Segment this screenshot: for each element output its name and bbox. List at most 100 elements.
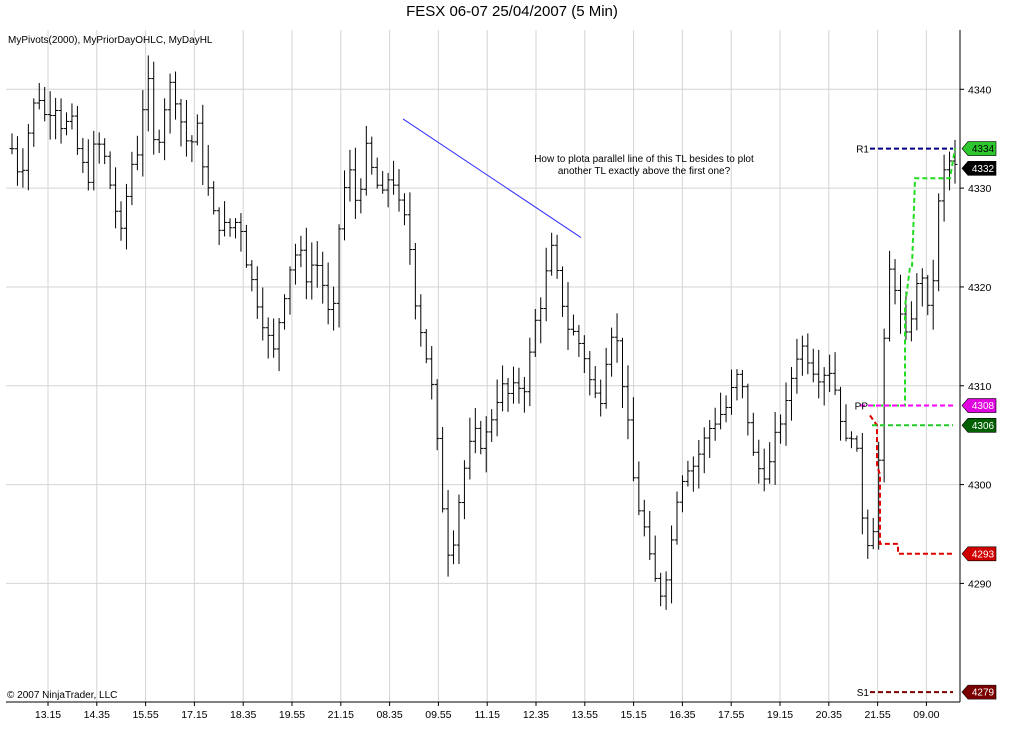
ohlc-bar	[380, 171, 386, 194]
x-tick-label: 14.35	[84, 709, 110, 721]
ohlc-bar	[243, 224, 249, 268]
ohlc-bar	[701, 427, 707, 474]
ohlc-bar	[183, 99, 189, 157]
ohlc-bar	[598, 379, 604, 417]
ohlc-bar	[331, 286, 337, 331]
ohlc-bar	[549, 232, 555, 276]
ohlc-bar	[167, 73, 173, 134]
ohlc-bar	[80, 137, 86, 173]
ohlc-bar	[952, 139, 958, 184]
ohlc-bar	[941, 154, 947, 222]
ohlc-bar	[576, 325, 582, 357]
ohlc-bar	[827, 354, 833, 393]
svg-text:4332: 4332	[972, 164, 995, 175]
ohlc-bar	[314, 241, 320, 288]
ohlc-bar	[123, 183, 129, 250]
ohlc-bar	[930, 259, 936, 330]
ohlc-bar	[478, 420, 484, 455]
ohlc-bar	[456, 494, 462, 564]
ohlc-bar	[854, 435, 860, 452]
y-tick-label: 4320	[968, 282, 992, 294]
price-axis: 4290 4300 4310 4320 4330 4340	[960, 84, 992, 590]
annotation-line-2: another TL exactly above the first one?	[558, 166, 731, 177]
ohlc-bar	[31, 98, 37, 147]
ohlc-bar	[914, 273, 920, 331]
ohlc-bar	[325, 262, 331, 325]
ohlc-bar	[625, 365, 631, 440]
ohlc-bar	[445, 490, 451, 577]
ohlc-bar	[238, 213, 244, 252]
ohlc-bar	[276, 317, 282, 372]
x-tick-label: 21.15	[328, 709, 354, 721]
price-badge: 4306	[961, 417, 997, 433]
ohlc-bar	[614, 313, 620, 363]
ohlc-bar	[451, 530, 457, 565]
ohlc-bar	[118, 201, 124, 241]
time-axis: 13.15 14.35 15.55 17.15 18.35 19.55 21.15 08.35…	[35, 702, 940, 721]
svg-text:4293: 4293	[972, 549, 995, 560]
ohlc-bar	[505, 377, 511, 412]
ohlc-bar	[876, 441, 882, 550]
x-tick-label: 21.55	[864, 709, 890, 721]
ohlc-bar	[712, 407, 718, 441]
ohlc-bar	[652, 535, 658, 582]
ohlc-bar	[14, 136, 20, 186]
ohlc-bar	[227, 218, 233, 237]
ohlc-bar	[696, 439, 702, 489]
ohlc-bar	[347, 149, 353, 202]
ohlc-bar	[232, 218, 238, 239]
ohlc-bar	[603, 347, 609, 409]
ohlc-bar	[134, 135, 140, 171]
ohlc-bar	[9, 133, 15, 155]
x-tick-label: 12.35	[523, 709, 549, 721]
ohlc-bar	[145, 55, 151, 132]
ohlc-bar	[20, 148, 26, 188]
ohlc-bar	[249, 260, 255, 292]
ohlc-bar	[58, 98, 64, 144]
ohlc-bar	[36, 82, 42, 110]
ohlc-bar	[532, 308, 538, 357]
ohlc-bar	[472, 407, 478, 454]
ohlc-bar	[461, 460, 467, 520]
ohlc-bar	[500, 365, 506, 412]
ohlc-bar	[352, 147, 358, 219]
chart-title: FESX 06-07 25/04/2007 (5 Min)	[406, 3, 618, 20]
grid-lines	[6, 30, 960, 702]
ohlc-bar	[919, 268, 925, 307]
x-tick-label: 19.55	[279, 709, 305, 721]
ohlc-bar	[200, 104, 206, 185]
price-badge: 4334	[961, 141, 997, 156]
ohlc-bar	[636, 461, 642, 516]
ohlc-bar	[838, 386, 844, 441]
ohlc-bar	[53, 97, 59, 140]
ohlc-bar	[630, 397, 636, 482]
ohlc-bar	[47, 91, 53, 140]
ohlc-bar	[674, 491, 680, 545]
ohlc-bar	[587, 351, 593, 396]
x-tick-label: 13.55	[572, 709, 598, 721]
ohlc-bar	[467, 417, 473, 480]
ohlc-bar	[429, 346, 435, 400]
price-badge: 4279	[961, 684, 997, 700]
ohlc-bar	[85, 139, 91, 191]
ohlc-bar	[178, 98, 184, 147]
x-tick-label: 20.35	[816, 709, 842, 721]
plot-area	[6, 30, 960, 702]
ohlc-bar	[816, 349, 822, 399]
ohlc-bar	[412, 243, 418, 320]
ohlc-bar	[679, 475, 685, 513]
ohlc-bar	[320, 251, 326, 304]
ohlc-bar	[489, 409, 495, 442]
ohlc-bar	[254, 266, 260, 319]
ohlc-bar	[494, 379, 500, 437]
level-label: S1	[857, 688, 870, 699]
trend-line[interactable]	[402, 118, 582, 238]
ohlc-bar	[140, 90, 146, 177]
ohlc-bar	[767, 442, 773, 484]
ohlc-bar	[756, 439, 762, 484]
ohlc-bar	[151, 61, 157, 155]
ohlc-bar	[107, 151, 113, 190]
price-badge: 4293	[961, 546, 997, 562]
ohlc-bar	[521, 376, 527, 413]
ohlc-bar	[908, 301, 914, 342]
